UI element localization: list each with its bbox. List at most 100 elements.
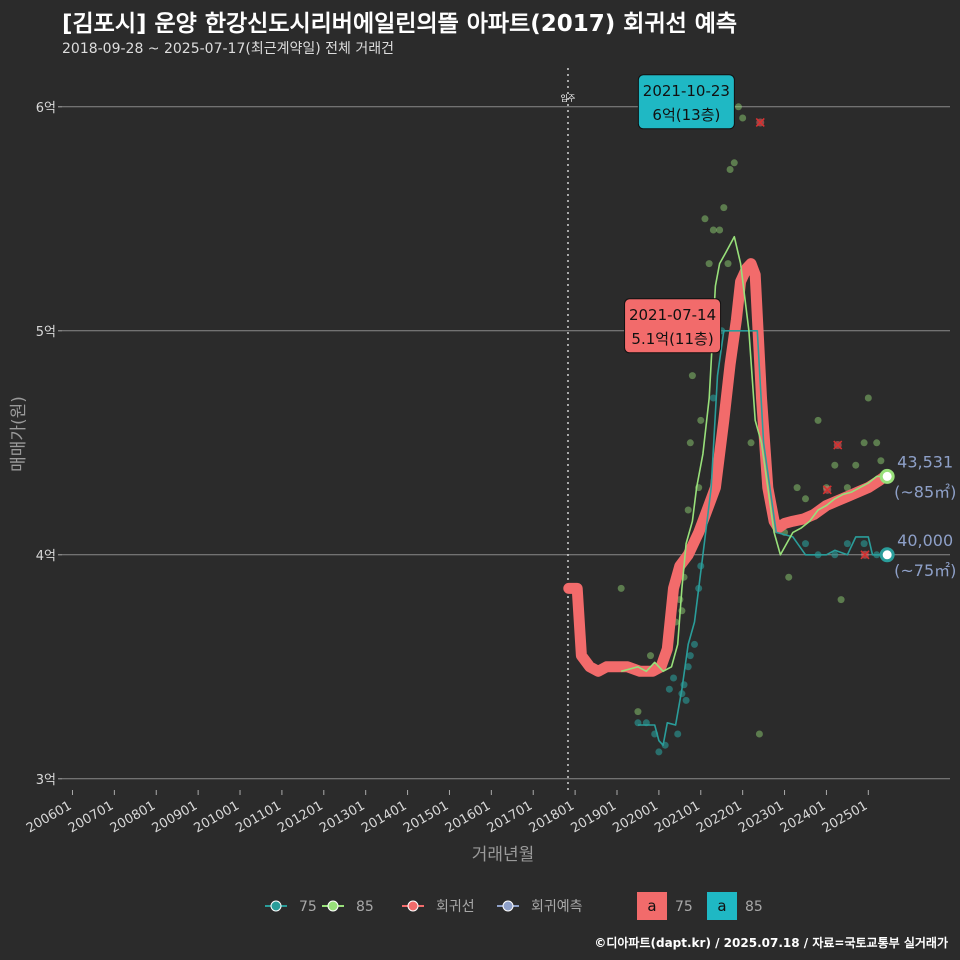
legend-box — [637, 892, 667, 920]
point-85 — [739, 114, 747, 122]
y-tick-label: 6억 — [36, 101, 56, 116]
x-tick-label: 201801 — [527, 798, 577, 836]
point-75 — [686, 652, 694, 660]
legend-label: 회귀선 — [436, 899, 475, 915]
end-value-75: 40,000 — [897, 531, 953, 550]
x-tick-label: 200701 — [66, 798, 116, 836]
point-85 — [709, 226, 717, 234]
point-75 — [670, 674, 678, 682]
excluded-x-mark — [822, 485, 832, 495]
point-85 — [688, 372, 696, 380]
point-85 — [831, 461, 839, 469]
point-75 — [831, 551, 839, 559]
point-75 — [843, 540, 851, 548]
x-tick-label: 201301 — [317, 798, 367, 836]
point-75 — [709, 394, 717, 402]
point-85 — [873, 439, 881, 447]
point-75 — [674, 730, 682, 738]
end-area-75: (~75㎡) — [894, 561, 956, 580]
point-85 — [814, 416, 822, 424]
point-85 — [837, 596, 845, 604]
point-75 — [684, 663, 692, 671]
x-tick-label: 200901 — [150, 798, 200, 836]
point-85 — [864, 394, 872, 402]
chart-caption: ©디아파트(dapt.kr) / 2025.07.18 / 자료=국토교통부 실… — [594, 936, 948, 950]
x-tick-label: 201501 — [401, 798, 451, 836]
callout-value-85: 6억(13층) — [652, 106, 720, 124]
legend-box-letter: a — [717, 897, 726, 915]
legend-box — [707, 892, 737, 920]
legend-marker — [502, 900, 514, 912]
series-line-75 — [637, 330, 888, 746]
point-85 — [697, 416, 705, 424]
x-tick-label: 202301 — [736, 798, 786, 836]
legend: 75 85 회귀선 회귀예측 a 75 a 85 — [265, 892, 763, 920]
move-in-label: 입주 — [561, 94, 576, 103]
legend-marker — [270, 900, 282, 912]
legend-box-label: 75 — [675, 899, 693, 915]
point-85 — [724, 260, 732, 268]
axes: 3억4억5억6억20060120070120080120090120100120… — [9, 101, 870, 865]
x-tick-label: 201101 — [233, 798, 283, 836]
x-tick-label: 200801 — [108, 798, 158, 836]
series-lines — [563, 235, 891, 746]
legend-marker — [407, 900, 419, 912]
point-85 — [860, 439, 868, 447]
x-tick-label: 201201 — [275, 798, 325, 836]
point-85 — [705, 260, 713, 268]
point-75 — [690, 640, 698, 648]
callout-box-75 — [624, 298, 722, 354]
legend-label: 85 — [356, 899, 374, 915]
point-85 — [852, 461, 860, 469]
x-tick-label: 201901 — [569, 798, 619, 836]
point-85 — [617, 584, 625, 592]
y-tick-label: 5억 — [36, 325, 56, 340]
regression-line — [563, 258, 891, 677]
x-tick-label: 201401 — [359, 798, 409, 836]
x-tick-label: 202401 — [778, 798, 828, 836]
point-85 — [720, 204, 728, 212]
end-area-85: (~85㎡) — [894, 482, 956, 501]
point-85 — [843, 484, 851, 492]
point-85 — [647, 652, 655, 660]
point-85 — [877, 457, 885, 465]
x-tick-label: 202501 — [820, 798, 870, 836]
callout-date-75: 2021-07-14 — [629, 306, 716, 324]
legend-box-label: 85 — [745, 899, 763, 915]
data-points — [617, 103, 885, 756]
chart-title: [김포시] 운양 한강신도시리버에일린의뜰 아파트(2017) 회귀선 예측 — [62, 11, 738, 37]
y-tick-label: 3억 — [36, 773, 56, 788]
point-85 — [801, 495, 809, 503]
end-value-85: 43,531 — [897, 452, 953, 471]
point-75 — [655, 748, 663, 756]
point-75 — [860, 540, 868, 548]
excluded-x-mark — [755, 117, 765, 128]
point-85 — [716, 226, 724, 234]
callout-box-85 — [637, 74, 735, 130]
point-85 — [701, 215, 709, 223]
x-tick-label: 200601 — [24, 798, 74, 836]
x-tick-label: 202201 — [694, 798, 744, 836]
point-85 — [686, 439, 694, 447]
grid — [62, 106, 950, 780]
point-85 — [755, 730, 763, 738]
y-tick-label: 4억 — [36, 549, 56, 564]
chart-subtitle: 2018-09-28 ~ 2025-07-17(최근계약일) 전체 거래건 — [62, 41, 394, 57]
y-axis-title: 매매가(원) — [9, 396, 29, 472]
legend-label: 회귀예측 — [531, 899, 583, 915]
x-tick-label: 202001 — [610, 798, 660, 836]
point-85 — [793, 484, 801, 492]
end-marker-85 — [879, 468, 895, 484]
excluded-x-mark — [833, 440, 843, 450]
end-labels: 43,531 (~85㎡) 40,000 (~75㎡) — [879, 452, 956, 580]
point-85 — [785, 573, 793, 581]
point-85 — [747, 439, 755, 447]
callout-date-85: 2021-10-23 — [643, 82, 730, 100]
x-tick-label: 201001 — [192, 798, 242, 836]
legend-marker — [327, 900, 339, 912]
callouts: 2021-10-23 6억(13층) 2021-07-14 5.1억(11층) — [624, 74, 735, 354]
point-85 — [730, 159, 738, 167]
point-85 — [726, 166, 734, 174]
point-75 — [682, 696, 690, 704]
